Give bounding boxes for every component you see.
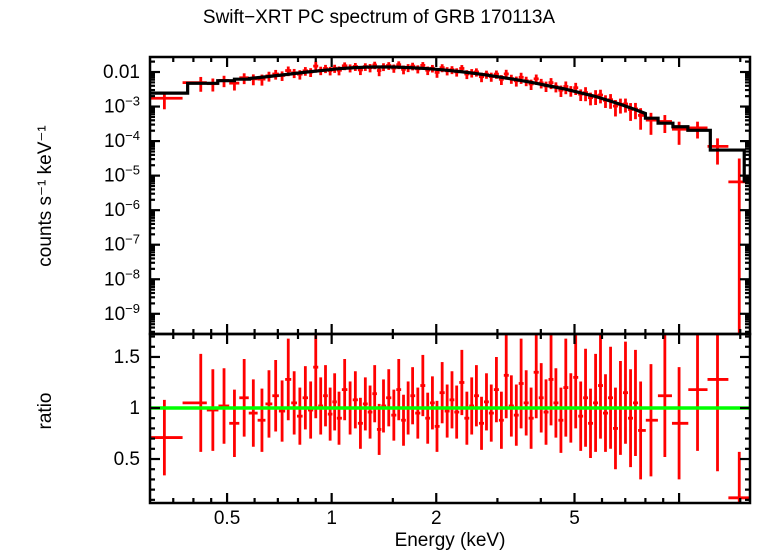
svg-text:1: 1 xyxy=(326,508,337,529)
svg-text:10−6: 10−6 xyxy=(104,197,140,221)
svg-text:10−4: 10−4 xyxy=(104,128,140,152)
svg-text:5: 5 xyxy=(569,508,580,529)
svg-text:10−3: 10−3 xyxy=(104,94,140,118)
svg-text:10−5: 10−5 xyxy=(104,163,140,187)
tick-labels: 0.5 1 2 5 0.01 10−3 10−4 10−5 10−6 10−7 10−8 10−9 0.… xyxy=(103,62,580,529)
energy-axis-label: Energy (keV) xyxy=(394,530,506,551)
svg-text:10−8: 10−8 xyxy=(104,266,140,290)
ratio-data-points xyxy=(150,334,750,503)
axis-ticks xyxy=(150,57,750,503)
svg-text:0.5: 0.5 xyxy=(114,449,140,470)
svg-text:0.5: 0.5 xyxy=(214,508,240,529)
model-line xyxy=(150,65,750,183)
svg-text:10−9: 10−9 xyxy=(104,301,140,325)
svg-text:2: 2 xyxy=(431,508,442,529)
chart-title: Swift−XRT PC spectrum of GRB 170113A xyxy=(202,7,556,28)
svg-text:1: 1 xyxy=(129,398,140,419)
svg-text:0.01: 0.01 xyxy=(103,62,140,83)
svg-text:1.5: 1.5 xyxy=(114,347,140,368)
spectrum-data-points xyxy=(150,61,750,334)
svg-text:10−7: 10−7 xyxy=(104,232,140,256)
